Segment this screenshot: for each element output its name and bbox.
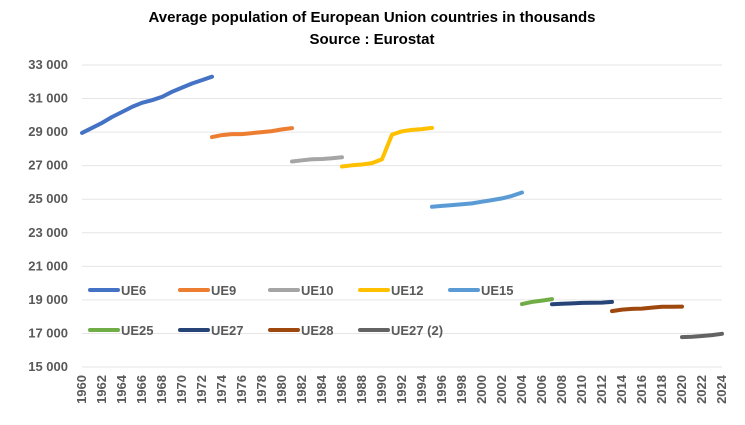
y-tick-label: 23 000 xyxy=(28,225,68,240)
series-line-ue25 xyxy=(520,297,554,307)
x-tick-label: 1992 xyxy=(394,375,409,404)
series-line-ue9 xyxy=(210,126,294,140)
y-tick-label: 31 000 xyxy=(28,91,68,106)
legend: UE6 UE9 UE10 UE12 UE15 UE25 UE27 UE28 UE27 (2) xyxy=(88,283,514,338)
legend-label: UE15 xyxy=(481,283,514,298)
x-tick-label: 1962 xyxy=(94,375,109,404)
legend-label: UE10 xyxy=(301,283,334,298)
series-line-ue27 xyxy=(550,299,614,307)
x-tick-label: 2024 xyxy=(714,374,729,404)
series-line-ue10 xyxy=(290,155,344,164)
chart-subtitle: Source : Eurostat xyxy=(309,31,434,48)
y-tick-label: 27 000 xyxy=(28,158,68,173)
x-tick-label: 2014 xyxy=(614,374,629,404)
x-tick-label: 2004 xyxy=(514,374,529,404)
x-tick-label: 1996 xyxy=(434,375,449,404)
x-tick-label: 1964 xyxy=(114,374,129,404)
grid-layer xyxy=(82,64,722,368)
x-tick-label: 2002 xyxy=(494,375,509,404)
legend-label: UE6 xyxy=(121,283,146,298)
x-tick-label: 2000 xyxy=(474,375,489,404)
x-tick-label: 2010 xyxy=(574,375,589,404)
legend-label: UE27 xyxy=(211,323,244,338)
x-tick-label: 1998 xyxy=(454,375,469,404)
series-layer xyxy=(80,74,724,340)
legend-label: UE27 (2) xyxy=(391,323,443,338)
y-axis-ticks: 15 000 17 000 19 000 21 000 23 000 25 000 27 0… xyxy=(28,57,68,374)
x-axis-ticks: 1960 1962 1964 1966 1968 1970 1972 1974 1976 1978… xyxy=(74,374,729,404)
x-tick-label: 1976 xyxy=(234,375,249,404)
y-tick-label: 19 000 xyxy=(28,292,68,307)
x-tick-label: 1978 xyxy=(254,375,269,404)
x-tick-label: 2022 xyxy=(694,375,709,404)
legend-label: UE9 xyxy=(211,283,236,298)
y-tick-label: 29 000 xyxy=(28,124,68,139)
x-tick-label: 2020 xyxy=(674,375,689,404)
x-tick-label: 1974 xyxy=(214,374,229,404)
x-tick-label: 1970 xyxy=(174,375,189,404)
y-tick-label: 17 000 xyxy=(28,325,68,340)
x-tick-label: 1986 xyxy=(334,375,349,404)
x-tick-label: 2006 xyxy=(534,375,549,404)
x-tick-label: 2012 xyxy=(594,375,609,404)
x-tick-label: 1988 xyxy=(354,375,369,404)
y-tick-label: 33 000 xyxy=(28,57,68,72)
x-tick-label: 2016 xyxy=(634,375,649,404)
x-tick-label: 1984 xyxy=(314,374,329,404)
y-tick-label: 25 000 xyxy=(28,191,68,206)
x-tick-label: 1968 xyxy=(154,375,169,404)
x-tick-label: 2008 xyxy=(554,375,569,404)
series-line-ue12 xyxy=(340,125,434,169)
chart-title: Average population of European Union cou… xyxy=(149,9,596,26)
y-tick-label: 15 000 xyxy=(28,359,68,374)
x-tick-label: 1994 xyxy=(414,374,429,404)
legend-label: UE12 xyxy=(391,283,424,298)
x-tick-label: 1980 xyxy=(274,375,289,404)
legend-label: UE28 xyxy=(301,323,334,338)
x-tick-label: 1972 xyxy=(194,375,209,404)
x-tick-label: 1982 xyxy=(294,375,309,404)
x-tick-label: 1960 xyxy=(74,375,89,404)
series-line-ue6 xyxy=(80,74,214,135)
y-tick-label: 21 000 xyxy=(28,258,68,273)
x-tick-label: 1966 xyxy=(134,375,149,404)
legend-label: UE25 xyxy=(121,323,154,338)
series-line-ue28 xyxy=(610,304,684,314)
series-line-ue27-2 xyxy=(680,331,724,340)
x-tick-label: 2018 xyxy=(654,375,669,404)
series-line-ue15 xyxy=(430,190,524,209)
x-tick-label: 1990 xyxy=(374,375,389,404)
